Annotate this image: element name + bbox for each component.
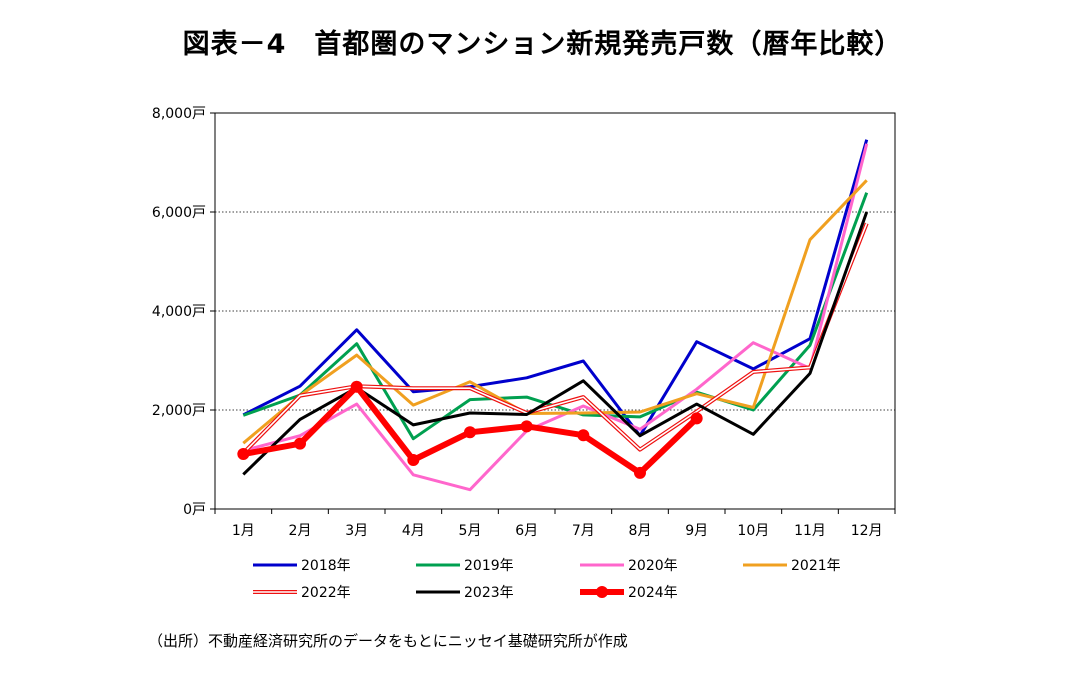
legend-label: 2023年 xyxy=(464,585,514,601)
series-line xyxy=(242,139,869,438)
legend-item: 2018年 xyxy=(253,558,351,574)
x-tick-label: 9月 xyxy=(685,523,708,539)
x-tick-label: 11月 xyxy=(794,523,826,539)
x-tick-label: 4月 xyxy=(402,523,425,539)
data-point xyxy=(407,453,420,466)
legend-marker xyxy=(596,586,608,598)
series-6 xyxy=(237,380,703,479)
data-point xyxy=(464,426,476,439)
legend-item: 2022年 xyxy=(253,585,351,601)
x-tick-label: 5月 xyxy=(459,523,482,539)
x-tick-label: 2月 xyxy=(289,523,312,539)
legend-label: 2024年 xyxy=(628,585,678,601)
legend-item: 2024年 xyxy=(580,585,678,601)
data-point xyxy=(690,412,703,425)
series-line xyxy=(242,143,869,492)
series-2 xyxy=(242,143,869,492)
y-tick-label: 2,000戸 xyxy=(152,403,206,419)
y-axis: 0戸 2,000戸 4,000戸 6,000戸 8,000戸 xyxy=(152,106,215,518)
series-line xyxy=(242,192,869,441)
series-line xyxy=(242,211,869,476)
y-tick-label: 6,000戸 xyxy=(152,205,206,221)
series-4 xyxy=(241,222,869,455)
data-point xyxy=(350,380,363,393)
x-tick-label: 6月 xyxy=(515,523,538,539)
series-lines xyxy=(237,139,869,492)
y-tick-label: 4,000戸 xyxy=(152,304,206,320)
legend-item: 2021年 xyxy=(743,558,841,574)
series-3 xyxy=(242,179,868,445)
x-tick-label: 3月 xyxy=(345,523,368,539)
legend: 2018年 2019年 2020年 2021年 2022年 2023年 2024年 xyxy=(253,558,841,601)
legend-item: 2023年 xyxy=(416,585,514,601)
data-point xyxy=(294,437,306,450)
chart-title: 図表－4 首都圏のマンション新規発売戸数（暦年比較） xyxy=(182,29,903,60)
series-line xyxy=(242,179,868,445)
legend-label: 2021年 xyxy=(791,558,841,574)
x-tick-label: 12月 xyxy=(851,523,883,539)
x-tick-label: 1月 xyxy=(232,523,255,539)
legend-label: 2018年 xyxy=(301,558,351,574)
legend-label: 2019年 xyxy=(464,558,514,574)
legend-item: 2020年 xyxy=(580,558,678,574)
data-point xyxy=(577,429,590,442)
y-tick-label: 0戸 xyxy=(183,502,206,518)
data-point xyxy=(634,466,646,479)
series-0 xyxy=(242,139,869,438)
series-line-inner xyxy=(242,223,868,454)
series-5 xyxy=(242,211,869,476)
x-tick-label: 8月 xyxy=(629,523,652,539)
x-axis: 1月 2月 3月 4月 5月 6月 7月 8月 9月 10月 11月 12月 xyxy=(214,509,896,539)
grid-lines xyxy=(215,211,895,411)
x-tick-label: 10月 xyxy=(737,523,769,539)
y-tick-label: 8,000戸 xyxy=(152,106,206,122)
source-note: （出所）不動産経済研究所のデータをもとにニッセイ基礎研究所が作成 xyxy=(148,632,628,650)
x-tick-label: 7月 xyxy=(572,523,595,539)
legend-label: 2022年 xyxy=(301,585,351,601)
legend-label: 2020年 xyxy=(628,558,678,574)
series-1 xyxy=(242,192,869,441)
legend-item: 2019年 xyxy=(416,558,514,574)
data-point xyxy=(520,420,533,433)
data-point xyxy=(237,448,250,461)
